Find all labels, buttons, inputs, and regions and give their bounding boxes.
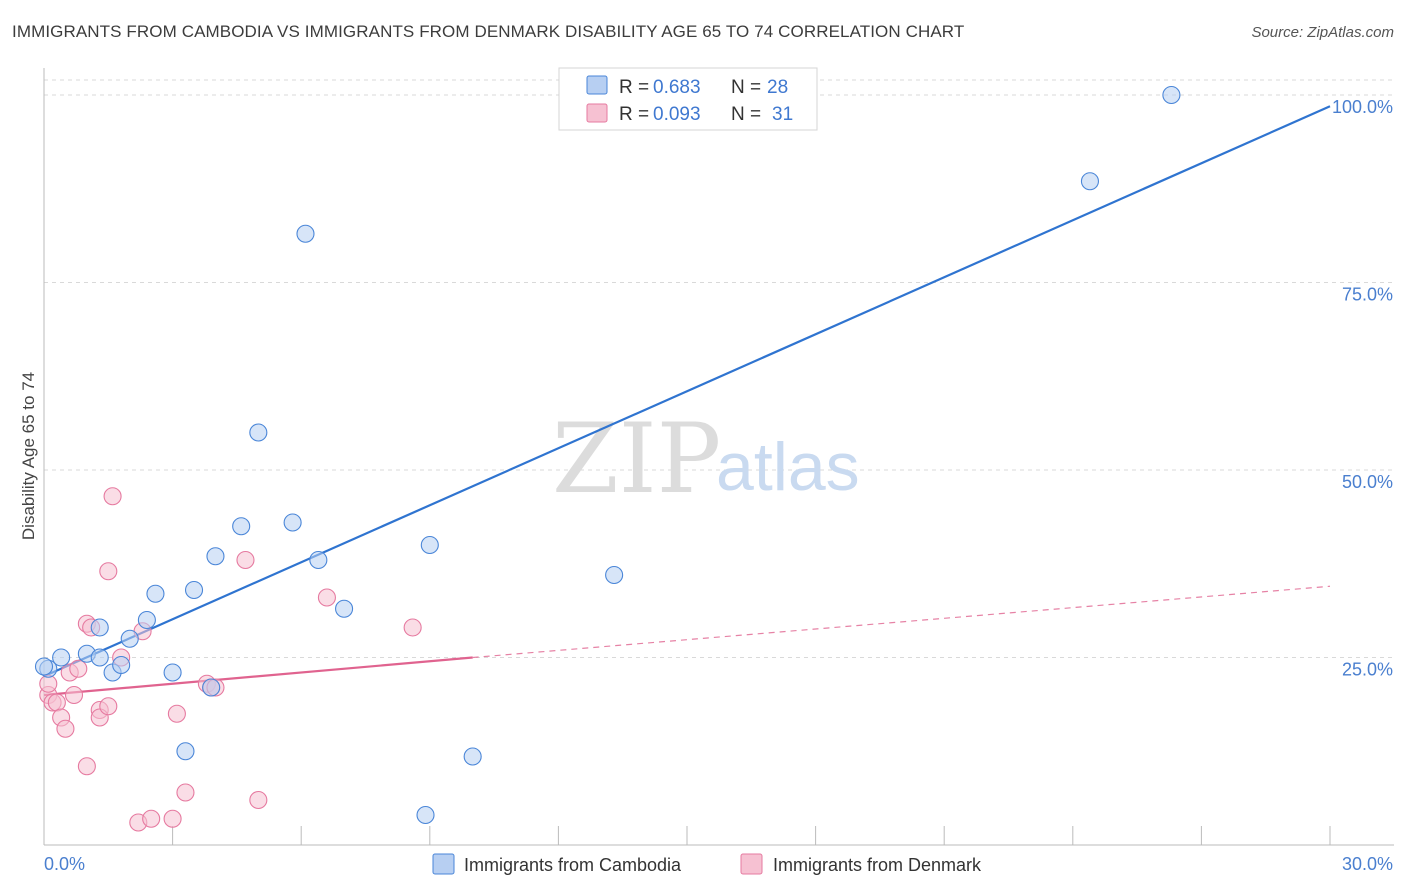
data-point-denmark (56, 719, 75, 738)
data-point-cambodia (146, 584, 165, 603)
y-axis-label: Disability Age 65 to 74 (19, 372, 38, 540)
axis-layer: 25.0% 50.0% 75.0% 100.0% 0.0% 30.0% (43, 68, 1394, 874)
data-point-cambodia (249, 423, 268, 442)
data-point-denmark (249, 790, 268, 810)
top-legend: R = 0.683 N = 28 R = 0.093 N = 31 (558, 67, 818, 131)
legend-n-value-cambodia: 28 (767, 77, 788, 98)
data-point-cambodia (90, 618, 109, 637)
data-point-denmark (64, 685, 84, 705)
trendline-cambodia (43, 105, 1331, 678)
data-point-cambodia (605, 565, 624, 585)
data-point-denmark (142, 809, 161, 828)
watermark: ZIP atlas (552, 403, 860, 515)
trend-layer (43, 105, 1331, 697)
data-point-denmark (69, 659, 88, 678)
data-point-cambodia (52, 648, 71, 667)
points-layer (34, 85, 1181, 832)
y-tick-label: 100.0% (1332, 97, 1393, 117)
data-point-denmark (77, 757, 96, 776)
x-tick-label: 0.0% (44, 854, 85, 874)
data-point-cambodia (184, 580, 204, 600)
data-point-denmark (103, 487, 122, 506)
legend-r-label-denmark: R = (619, 104, 649, 125)
data-point-cambodia (163, 663, 182, 682)
data-point-cambodia (1080, 172, 1099, 191)
data-point-denmark (317, 588, 336, 607)
bottom-legend: Immigrants from Cambodia Immigrants from… (432, 853, 982, 875)
y-tick-label: 50.0% (1342, 472, 1393, 492)
data-point-denmark (403, 618, 422, 637)
chart-source: Source: ZipAtlas.com (1251, 24, 1394, 41)
trendline-denmark (43, 656, 473, 697)
watermark-zip: ZIP (552, 403, 721, 515)
data-point-cambodia (34, 657, 54, 676)
data-point-denmark (99, 562, 118, 581)
trendline-denmark-extrapolated (472, 585, 1331, 659)
data-point-cambodia (283, 513, 302, 532)
watermark-atlas: atlas (716, 429, 860, 505)
data-point-cambodia (120, 629, 139, 648)
data-point-cambodia (90, 648, 109, 667)
legend-r-label-cambodia: R = (619, 77, 649, 98)
legend-n-label-cambodia: N = (731, 77, 761, 98)
data-point-cambodia (112, 655, 131, 675)
bottom-legend-label-denmark: Immigrants from Denmark (773, 855, 982, 875)
data-point-cambodia (309, 550, 328, 570)
bottom-legend-swatch-cambodia (432, 853, 455, 875)
data-point-denmark (236, 550, 255, 570)
legend-r-value-denmark: 0.093 (653, 104, 701, 125)
data-point-denmark (47, 693, 66, 712)
chart-title: IMMIGRANTS FROM CAMBODIA VS IMMIGRANTS F… (12, 22, 965, 41)
data-point-cambodia (335, 599, 354, 618)
legend-n-value-denmark: 31 (772, 104, 793, 125)
data-point-cambodia (1162, 85, 1181, 105)
data-point-cambodia (420, 535, 439, 555)
data-point-cambodia (463, 747, 482, 766)
legend-swatch-denmark (586, 103, 608, 123)
data-point-cambodia (206, 547, 225, 566)
x-tick-label: 30.0% (1342, 854, 1393, 874)
data-point-denmark (99, 697, 118, 716)
data-point-cambodia (296, 224, 315, 243)
data-point-cambodia (416, 805, 435, 825)
bottom-legend-label-cambodia: Immigrants from Cambodia (464, 855, 682, 875)
data-point-denmark (176, 783, 195, 802)
data-point-cambodia (202, 678, 221, 697)
bottom-legend-swatch-denmark (740, 853, 763, 875)
legend-swatch-cambodia (586, 75, 608, 95)
data-point-cambodia (232, 517, 251, 536)
data-point-cambodia (176, 742, 195, 761)
data-point-denmark (163, 809, 182, 828)
y-tick-label: 25.0% (1342, 660, 1393, 680)
legend-n-label-denmark: N = (731, 104, 761, 125)
data-point-denmark (167, 704, 186, 723)
legend-r-value-cambodia: 0.683 (653, 77, 701, 98)
data-point-cambodia (137, 610, 156, 630)
y-tick-label: 75.0% (1342, 285, 1393, 305)
